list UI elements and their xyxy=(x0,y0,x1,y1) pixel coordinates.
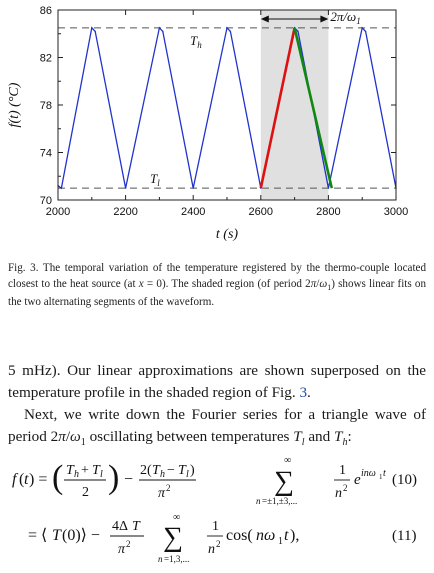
series-point xyxy=(158,27,161,29)
svg-text:): ) xyxy=(190,463,195,478)
svg-text:h: h xyxy=(160,469,165,480)
series-point xyxy=(364,30,367,33)
series-point xyxy=(192,187,194,189)
svg-text:t: t xyxy=(24,471,29,488)
temperature-series-line xyxy=(57,26,397,190)
svg-text:nω: nω xyxy=(256,527,275,544)
figure-caption: Fig. 3. The temporal variation of the te… xyxy=(8,262,426,309)
svg-text:t: t xyxy=(284,527,289,544)
svg-text:l: l xyxy=(186,469,189,480)
svg-text:1: 1 xyxy=(212,519,219,534)
svg-text:(0)⟩ −: (0)⟩ − xyxy=(62,527,100,544)
y-tick-label: 86 xyxy=(40,5,52,17)
svg-text:1: 1 xyxy=(278,536,283,547)
equation-11: = ⟨ T (0)⟩ − 4Δ T π 2 ∞ ∑ n =1,3,... 1 n… xyxy=(8,512,426,568)
svg-text:∑: ∑ xyxy=(163,522,183,553)
svg-text:π: π xyxy=(118,542,126,557)
series-point xyxy=(297,30,299,33)
x-tick-label: 2000 xyxy=(46,206,70,218)
x-tick-label: 2400 xyxy=(181,206,205,218)
svg-text:(: ( xyxy=(52,459,63,496)
body-paragraph-1: 5 mHz). Our linear approximations are sh… xyxy=(8,362,426,401)
equation-number-10: (10) xyxy=(392,472,417,488)
series-point xyxy=(361,27,363,29)
svg-text:T: T xyxy=(92,463,101,478)
x-tick-label: 2200 xyxy=(113,206,137,218)
period-label: 2π/ω1 xyxy=(330,9,360,26)
svg-text:T: T xyxy=(132,519,141,534)
svg-text:4Δ: 4Δ xyxy=(112,519,128,534)
period-arrow-head-right xyxy=(320,15,329,23)
x-tick-label: 2800 xyxy=(316,206,340,218)
svg-text:= ⟨: = ⟨ xyxy=(28,527,47,544)
equation-number-11: (11) xyxy=(392,528,416,544)
figure-reference-link[interactable]: 3 xyxy=(299,384,308,401)
svg-text:π: π xyxy=(158,486,166,501)
svg-text:1: 1 xyxy=(379,473,383,481)
svg-text:n: n xyxy=(208,542,215,557)
svg-text:l: l xyxy=(100,469,103,480)
y-axis-label: f(t) (°C) xyxy=(7,82,22,127)
series-point xyxy=(229,30,232,33)
svg-text:inω: inω xyxy=(361,468,376,479)
svg-text:2: 2 xyxy=(166,483,171,493)
svg-text:−: − xyxy=(167,463,175,478)
svg-text:t: t xyxy=(383,468,386,479)
svg-text:h: h xyxy=(74,469,79,480)
series-point xyxy=(60,187,63,189)
svg-text:1: 1 xyxy=(339,463,346,478)
series-point xyxy=(226,27,228,29)
series-point xyxy=(327,187,330,189)
svg-text:T: T xyxy=(52,527,62,544)
svg-text:): ) xyxy=(108,459,119,496)
svg-text:T: T xyxy=(178,463,187,478)
x-tick-label: 2600 xyxy=(249,206,273,218)
svg-text:=±1,±3,...: =±1,±3,... xyxy=(262,496,297,506)
svg-text:2: 2 xyxy=(82,485,89,500)
svg-text:n: n xyxy=(158,554,163,564)
svg-text:n: n xyxy=(256,496,261,506)
series-point xyxy=(94,30,96,33)
x-tick-label: 3000 xyxy=(384,206,408,218)
th-label: Th xyxy=(190,33,202,50)
svg-text:−: − xyxy=(124,471,133,488)
svg-text:2: 2 xyxy=(343,483,348,493)
series-point xyxy=(91,27,93,29)
shaded-region xyxy=(260,10,329,200)
y-tick-label: 82 xyxy=(40,53,52,65)
svg-text:T: T xyxy=(152,463,161,478)
svg-text:cos(: cos( xyxy=(226,527,253,544)
svg-text:∞: ∞ xyxy=(284,455,291,466)
period-arrow-head-left xyxy=(260,15,269,23)
svg-text:),: ), xyxy=(290,527,299,544)
svg-text:=1,3,...: =1,3,... xyxy=(164,554,189,564)
svg-text:e: e xyxy=(354,472,361,488)
y-tick-label: 70 xyxy=(40,195,52,207)
series-point xyxy=(162,30,164,33)
figure-3: 2000 2200 2400 2600 2800 3000 70 74 78 82 86 Th Tl 2… xyxy=(0,0,434,250)
svg-text:) =: ) = xyxy=(29,471,47,488)
svg-text:n: n xyxy=(335,486,342,501)
svg-text:2(: 2( xyxy=(140,463,152,478)
equation-10: f ( t ) = ( T h + T l 2 ) − 2( T h − T l… xyxy=(8,452,426,508)
series-point xyxy=(124,187,127,189)
svg-text:2: 2 xyxy=(126,539,131,549)
svg-text:∞: ∞ xyxy=(173,512,180,523)
svg-text:f: f xyxy=(12,471,19,488)
svg-text:T: T xyxy=(66,463,75,478)
svg-text:2: 2 xyxy=(216,539,221,549)
svg-text:∑: ∑ xyxy=(274,466,294,497)
body-paragraph-2: Next, we write down the Fourier series f… xyxy=(8,406,426,449)
falling-fit-line xyxy=(293,27,334,189)
y-tick-label: 74 xyxy=(40,148,52,160)
temperature-chart: 2000 2200 2400 2600 2800 3000 70 74 78 82 86 Th Tl 2… xyxy=(7,5,408,242)
x-axis-label: t (s) xyxy=(216,227,239,242)
rising-fit-line xyxy=(259,27,296,189)
y-tick-label: 78 xyxy=(40,100,52,112)
svg-text:(: ( xyxy=(19,471,24,488)
tl-label: Tl xyxy=(150,171,160,188)
svg-text:+: + xyxy=(81,463,89,478)
